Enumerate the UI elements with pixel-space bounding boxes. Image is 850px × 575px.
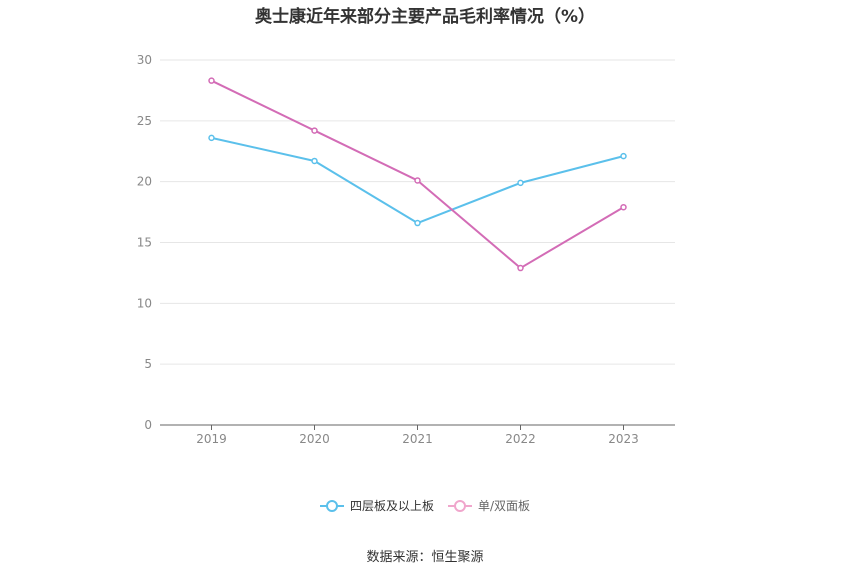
- series-1-point-0: [208, 77, 215, 84]
- y-tick-label-2: 10: [137, 296, 152, 310]
- line-chart: 0 5 10 15 20 25 30 2019 2020 2021 2022 2023: [137, 53, 675, 446]
- x-tick-label-3: 2022: [505, 432, 536, 446]
- series-1-point-3: [517, 264, 524, 272]
- legend-item-series-0[interactable]: 四层板及以上板: [319, 497, 434, 514]
- legend-label-series-0: 四层板及以上板: [349, 499, 434, 513]
- legend-marker-series-0: [319, 499, 344, 513]
- data-source: 数据来源：恒生聚源: [366, 550, 484, 565]
- x-tick-label-1: 2020: [299, 432, 330, 446]
- legend-label-series-1: 单/双面板: [477, 499, 531, 513]
- y-tick-label-4: 20: [137, 175, 152, 189]
- series-0-point-4: [620, 152, 627, 160]
- series-1-point-2: [414, 177, 421, 184]
- x-tick-label-4: 2023: [608, 432, 639, 446]
- legend-marker-series-1: [447, 499, 472, 513]
- series-0-point-0: [208, 134, 215, 142]
- y-tick-label-6: 30: [137, 53, 152, 67]
- series-1-point-1: [311, 127, 318, 134]
- series-line-1: [211, 79, 625, 270]
- series-0-point-3: [517, 179, 524, 187]
- y-tick-label-3: 15: [137, 236, 152, 250]
- x-tick-label-0: 2019: [196, 432, 227, 446]
- series-0-point-2: [414, 219, 421, 227]
- x-tick-label-2: 2021: [402, 432, 433, 446]
- chart-title: 奥士康近年来部分主要产品毛利率情况（%）: [254, 7, 596, 27]
- y-tick-label-1: 5: [144, 357, 152, 371]
- series-1-point-4: [620, 203, 627, 211]
- legend-item-series-1[interactable]: 单/双面板: [447, 497, 531, 514]
- y-tick-label-0: 0: [144, 418, 152, 432]
- y-tick-label-5: 25: [137, 114, 152, 128]
- legend: 四层板及以上板 单/双面板: [0, 497, 850, 514]
- series-0-point-1: [311, 157, 318, 165]
